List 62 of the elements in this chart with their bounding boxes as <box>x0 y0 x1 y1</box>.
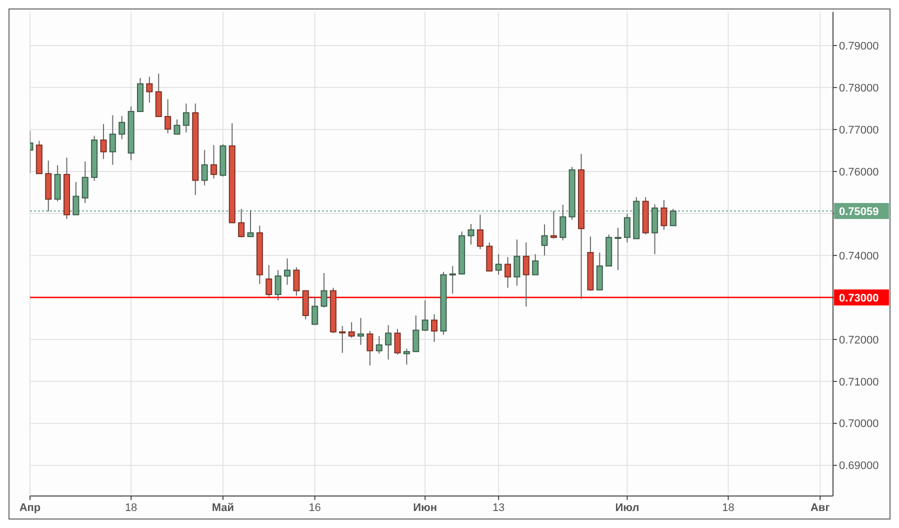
candlestick <box>596 252 603 290</box>
candlestick <box>532 254 539 276</box>
candlestick <box>118 116 126 140</box>
candlestick <box>182 103 190 133</box>
x-tick-label: Авг <box>810 502 830 514</box>
y-tick-label: 0.70000 <box>839 418 879 430</box>
x-tick-label: Июн <box>413 502 438 514</box>
candlestick <box>146 76 153 104</box>
candlestick <box>495 254 502 276</box>
candlestick <box>504 256 512 288</box>
y-tick-label: 0.77000 <box>839 124 879 136</box>
x-tick-label: 18 <box>124 502 138 514</box>
x-tick-label: Июл <box>615 502 640 514</box>
candlestick <box>266 264 272 298</box>
x-tick-label: 13 <box>492 502 505 514</box>
candlestick <box>164 98 172 134</box>
candlestick <box>422 300 428 332</box>
y-tick-label: 0.79000 <box>839 40 879 52</box>
candlestick <box>100 124 107 160</box>
candlestick <box>320 272 328 308</box>
ref-line-label: 0.73000 <box>839 292 879 304</box>
candlestick <box>394 328 401 356</box>
candlestick <box>366 330 374 366</box>
x-tick-label: 16 <box>308 502 321 514</box>
candlestick <box>403 348 410 366</box>
y-tick-label: 0.71000 <box>839 376 879 388</box>
candlestick <box>385 324 392 360</box>
x-tick-label: Май <box>212 502 234 514</box>
y-tick-label: 0.72000 <box>839 334 879 346</box>
candlestick <box>358 318 364 346</box>
candlestick <box>238 208 245 238</box>
y-tick-label: 0.74000 <box>839 250 879 262</box>
candlestick <box>431 314 438 342</box>
candlestick <box>541 224 548 256</box>
candlestick <box>514 239 520 286</box>
candlestick <box>210 144 218 180</box>
candlestick <box>550 210 557 240</box>
candlestick <box>468 223 474 246</box>
candlestick <box>348 322 355 338</box>
candlestick <box>339 325 346 354</box>
x-tick-label: Апр <box>19 502 41 514</box>
candlestick <box>412 314 420 352</box>
candlestick <box>376 336 382 354</box>
candlestick <box>522 242 530 308</box>
y-tick-label: 0.78000 <box>839 82 879 94</box>
candlestick <box>660 200 668 230</box>
candlestick <box>82 160 88 204</box>
candlestick <box>174 118 180 135</box>
candlestick <box>312 296 318 325</box>
candlestick <box>109 114 116 166</box>
candlestick <box>274 270 282 301</box>
candlestick <box>614 227 622 271</box>
candlestick <box>201 150 208 186</box>
candlestick <box>293 266 300 296</box>
candlestick <box>284 258 291 286</box>
y-tick-label: 0.69000 <box>839 460 879 472</box>
ref-line-label: 0.75059 <box>839 206 879 218</box>
candlestick <box>624 213 630 243</box>
x-tick-label: 18 <box>722 502 734 514</box>
y-tick-label: 0.76000 <box>839 166 879 178</box>
candlestick <box>476 214 484 250</box>
candlestick <box>449 265 456 294</box>
